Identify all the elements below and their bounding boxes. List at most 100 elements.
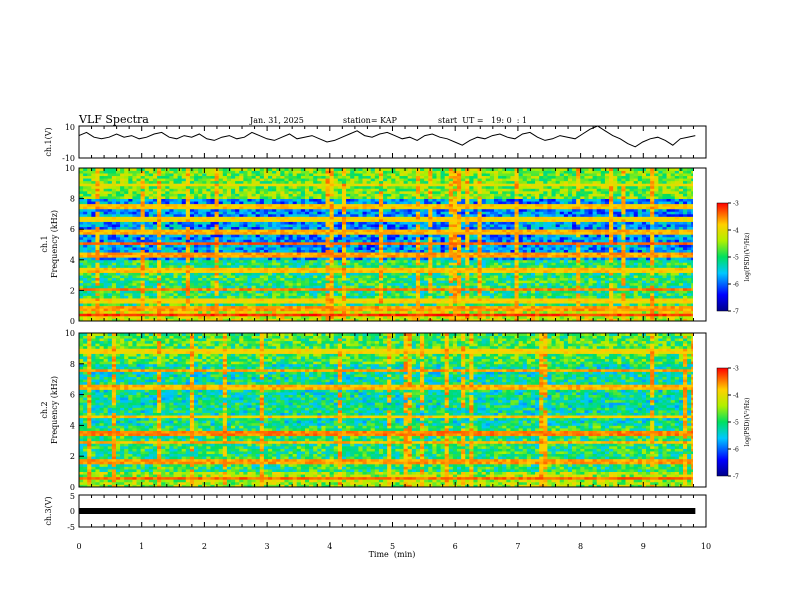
spectrogram-cell — [111, 272, 117, 276]
spectrogram-cell — [218, 295, 224, 299]
spectrogram-cell — [103, 280, 109, 284]
spectrogram-cell — [222, 313, 228, 317]
spectrogram-cell — [132, 275, 137, 279]
spectrogram-cell — [292, 285, 298, 289]
spectrogram-cell — [214, 275, 220, 279]
spectrogram-cell — [161, 208, 166, 212]
spectrogram-cell — [128, 193, 133, 197]
spectrogram-cell — [309, 277, 314, 281]
spectrogram-cell — [95, 219, 100, 222]
spectrogram-cell — [366, 208, 372, 212]
spectrogram-cell — [148, 196, 154, 199]
spectrogram-cell — [259, 239, 265, 243]
spectrogram-cell — [226, 262, 232, 266]
spectrogram-cell — [329, 170, 335, 174]
spectrogram-cell — [198, 221, 203, 225]
spectrogram-cell — [350, 190, 355, 194]
spectrogram-cell — [99, 259, 105, 263]
spectrogram-cell — [366, 229, 372, 233]
spectrogram-cell — [325, 249, 331, 253]
spectrogram-cell — [259, 211, 265, 215]
spectrogram-cell — [407, 231, 413, 235]
spectrogram-cell — [341, 313, 347, 317]
spectrogram-cell — [95, 315, 100, 319]
spectrogram-cell — [296, 262, 302, 266]
spectrogram-cell — [95, 239, 100, 243]
spectrogram-cell — [206, 318, 211, 321]
spectrogram-cell — [358, 224, 363, 228]
spectrogram-cell — [83, 188, 88, 192]
spectrogram-cell — [144, 241, 150, 245]
spectrogram-cell — [95, 183, 100, 187]
spectrogram-cell — [391, 249, 396, 253]
spectrogram-cell — [239, 264, 244, 268]
spectrogram-cell — [210, 285, 215, 289]
spectrogram-cell — [115, 203, 121, 207]
spectrogram-cell — [136, 208, 142, 212]
spectrogram-cell — [210, 226, 215, 230]
spectrogram-cell — [210, 267, 215, 271]
spectrogram-cell — [144, 285, 150, 289]
spectrogram-cell — [198, 224, 203, 228]
spectrogram-cell — [218, 313, 224, 317]
spectrogram-cell — [325, 183, 331, 187]
spectrogram-cell — [177, 236, 183, 240]
spectrogram-cell — [304, 259, 310, 263]
spectrogram-cell — [152, 170, 158, 174]
spectrogram-cell — [157, 219, 162, 222]
spectrogram-cell — [399, 272, 405, 276]
spectrogram-cell — [181, 247, 187, 250]
spectrogram-cell — [304, 185, 310, 189]
spectrogram-cell — [296, 295, 302, 299]
spectrogram-cell — [177, 259, 183, 263]
spectrogram-cell — [354, 270, 359, 273]
spectrogram-cell — [255, 221, 261, 225]
spectrogram-cell — [222, 295, 228, 299]
spectrogram-cell — [140, 303, 146, 307]
spectrogram-cell — [181, 280, 187, 284]
spectrogram-cell — [206, 170, 211, 174]
spectrogram-cell — [387, 254, 392, 258]
spectrogram-cell — [411, 277, 417, 281]
spectrogram-cell — [284, 231, 289, 235]
spectrogram-cell — [378, 226, 384, 230]
spectrogram-cell — [280, 190, 285, 194]
spectrogram-cell — [132, 313, 137, 317]
spectrogram-cell — [370, 313, 376, 317]
spectrogram-cell — [140, 290, 146, 294]
spectrogram-cell — [333, 267, 339, 271]
spectrogram-cell — [321, 193, 326, 197]
spectrogram-cell — [354, 300, 359, 304]
spectrogram-cell — [354, 226, 359, 230]
spectrogram-cell — [280, 203, 285, 207]
spectrogram-cell — [198, 313, 203, 317]
spectrogram-cell — [411, 185, 417, 189]
spectrogram-cell — [321, 188, 326, 192]
spectrogram-cell — [317, 277, 322, 281]
spectrogram-cell — [173, 267, 179, 271]
spectrogram-cell — [366, 262, 372, 266]
spectrogram-cell — [128, 188, 133, 192]
spectrogram-cell — [399, 249, 405, 253]
spectrogram-cell — [407, 203, 413, 207]
spectrogram-cell — [210, 175, 215, 179]
spectrogram-cell — [136, 249, 142, 253]
spectrogram-cell — [374, 292, 380, 296]
spectrogram-cell — [313, 188, 318, 192]
spectrogram-cell — [95, 305, 100, 309]
spectrogram-cell — [128, 234, 133, 238]
spectrogram-cell — [161, 183, 166, 187]
spectrogram-cell — [358, 183, 363, 187]
spectrogram-cell — [95, 303, 100, 307]
spectrogram-cell — [341, 254, 347, 258]
spectrogram-cell — [91, 226, 96, 230]
spectrogram-cell — [157, 300, 162, 304]
spectrogram-cell — [206, 231, 211, 235]
spectrogram-cell — [272, 257, 277, 261]
spectrogram-cell — [370, 183, 376, 187]
spectrogram-cell — [128, 211, 133, 215]
spectrogram-cell — [161, 216, 166, 220]
spectrogram-cell — [87, 247, 92, 250]
spectrogram-cell — [383, 234, 388, 238]
spectrogram-cell — [165, 318, 170, 321]
